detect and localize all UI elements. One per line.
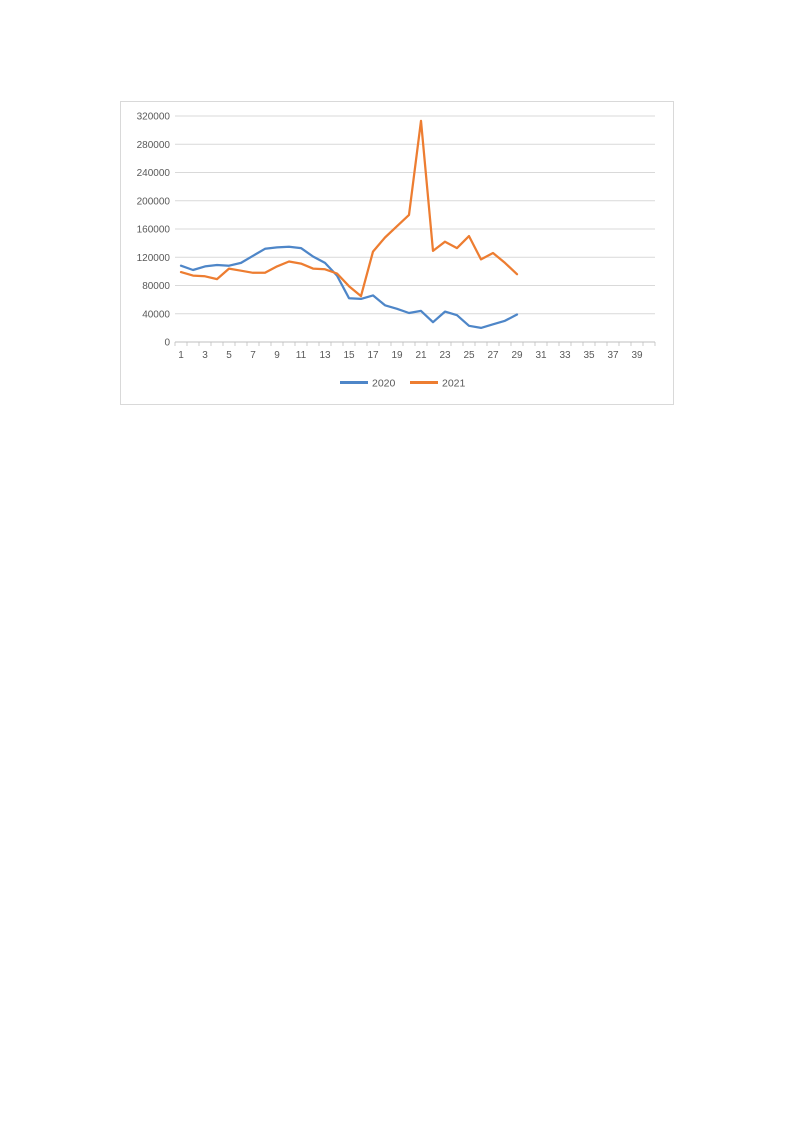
x-axis-label: 35: [583, 350, 595, 361]
x-axis-label: 5: [226, 350, 232, 361]
x-axis-label: 29: [511, 350, 523, 361]
x-axis-label: 17: [367, 350, 379, 361]
y-axis-label: 40000: [142, 309, 170, 320]
y-axis-label: 200000: [137, 196, 171, 207]
x-axis-label: 33: [559, 350, 571, 361]
line-chart: 0 40000 80000 120000 160000 200000 240000 28000…: [137, 112, 656, 389]
x-axis-label: 7: [250, 350, 256, 361]
legend-label-2021: 2021: [442, 377, 466, 389]
legend-label-2020: 2020: [372, 377, 396, 389]
x-axis-label: 25: [463, 350, 475, 361]
x-axis-label: 19: [391, 350, 403, 361]
x-axis-label: 13: [319, 350, 331, 361]
x-axis-label: 37: [607, 350, 619, 361]
x-axis-label: 9: [274, 350, 280, 361]
x-axis-label: 3: [202, 350, 208, 361]
y-axis-label: 160000: [137, 225, 171, 236]
x-axis-label: 1: [178, 350, 184, 361]
x-axis-label: 31: [535, 350, 547, 361]
y-axis-label: 320000: [137, 112, 171, 123]
series-line-2021: [179, 119, 519, 298]
y-axis-label: 240000: [137, 168, 171, 179]
x-axis-label: 15: [343, 350, 355, 361]
x-axis-label: 39: [631, 350, 643, 361]
x-axis-label: 11: [296, 350, 307, 361]
y-axis-label: 280000: [137, 140, 171, 151]
chart-frame[interactable]: 0 40000 80000 120000 160000 200000 240000 28000…: [120, 101, 674, 405]
x-axis-label: 27: [487, 350, 499, 361]
x-axis-label: 21: [415, 350, 427, 361]
series-line-2020: [179, 245, 519, 330]
y-axis-label: 0: [164, 338, 170, 349]
y-axis-label: 120000: [137, 253, 171, 264]
y-axis-label: 80000: [142, 281, 170, 292]
x-axis-label: 23: [439, 350, 451, 361]
